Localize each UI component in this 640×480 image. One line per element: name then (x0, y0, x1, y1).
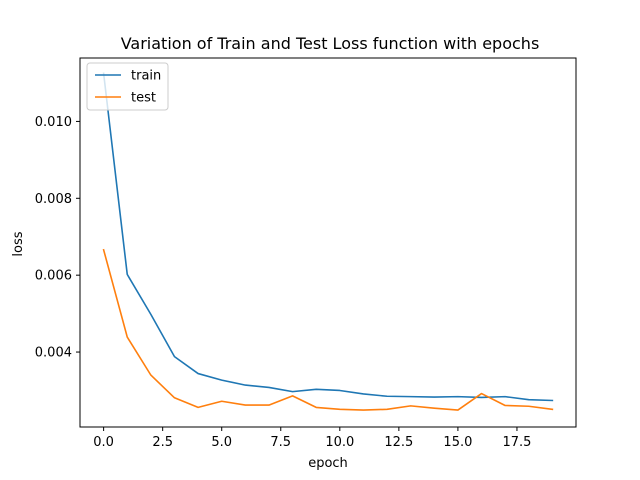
x-tick-label: 10.0 (325, 435, 354, 450)
y-tick-label: 0.010 (35, 115, 72, 130)
chart-title: Variation of Train and Test Loss functio… (121, 34, 540, 53)
legend-label-test: test (131, 91, 156, 106)
y-tick-label: 0.008 (35, 192, 72, 207)
x-axis-label: epoch (308, 456, 348, 471)
x-tick-label: 7.5 (270, 435, 291, 450)
y-tick-label: 0.004 (35, 346, 72, 361)
x-tick-label: 15.0 (443, 435, 472, 450)
x-tick-label: 2.5 (152, 435, 173, 450)
y-axis-label: loss (11, 231, 26, 256)
y-tick-label: 0.006 (35, 269, 72, 284)
x-tick-label: 5.0 (211, 435, 232, 450)
series-line-test (102, 248, 554, 411)
x-tick-label: 17.5 (502, 435, 531, 450)
x-tick-label: 12.5 (384, 435, 413, 450)
x-tick-label: 0.0 (93, 435, 114, 450)
legend-label-train: train (131, 69, 161, 84)
plot-frame (79, 57, 577, 428)
plot-area: 0.0 2.5 5.0 7.5 10.0 12.5 15.0 17.5 0.004 0.006 0.… (35, 57, 577, 450)
